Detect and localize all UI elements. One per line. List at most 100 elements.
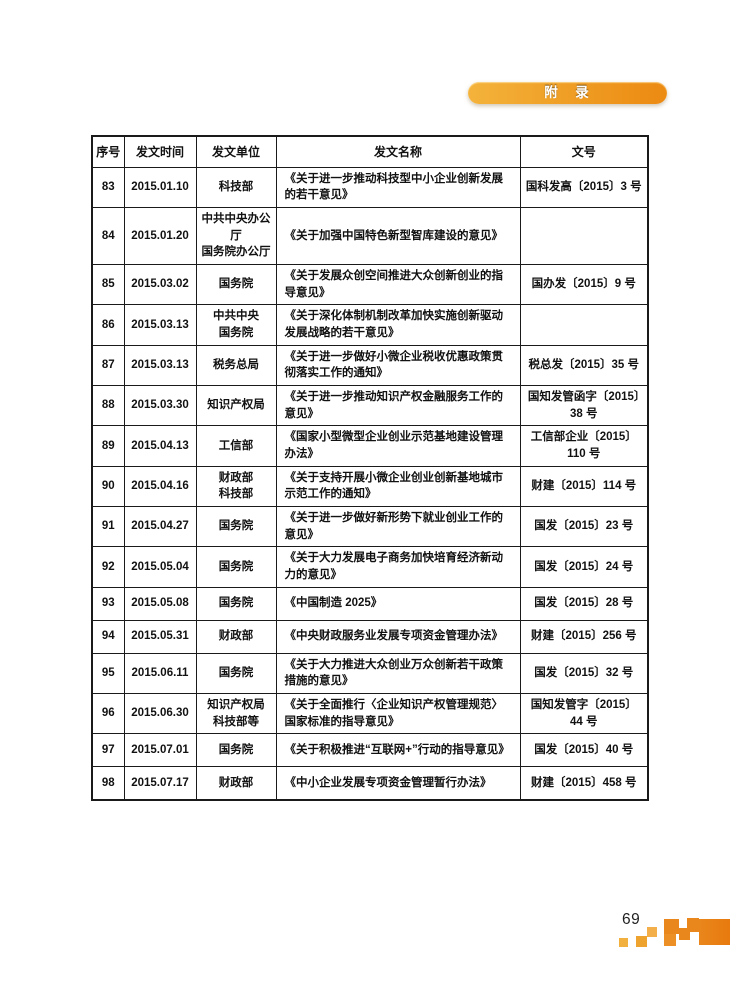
cell-unit: 中共中央办公厅 国务院办公厅	[195, 206, 277, 265]
cell-docno: 财建〔2015〕256 号	[519, 619, 649, 654]
table-row: 91 2015.04.27 国务院 《关于进一步做好新形势下就业创业工作的意见》…	[91, 505, 649, 548]
cell-unit: 知识产权局	[195, 384, 277, 427]
table-body: 83 2015.01.10 科技部 《关于进一步推动科技型中小企业创新发展的若干…	[91, 166, 649, 801]
table-row: 95 2015.06.11 国务院 《关于大力推进大众创业万众创新若干政策措施的…	[91, 652, 649, 694]
pixel-square	[647, 927, 657, 937]
cell-docno: 国知发管字〔2015〕44 号	[519, 692, 649, 735]
cell-name: 《关于大力推进大众创业万众创新若干政策措施的意见》	[275, 652, 521, 694]
cell-unit: 财政部	[195, 619, 277, 654]
cell-name: 《关于发展众创空间推进大众创新创业的指导意见》	[275, 263, 521, 306]
cell-docno: 国知发管函字〔2015〕38 号	[519, 384, 649, 427]
appendix-header-badge: 附 录	[468, 82, 667, 104]
cell-docno: 工信部企业〔2015〕110 号	[519, 425, 649, 467]
pixel-square	[664, 919, 679, 934]
cell-no: 88	[91, 384, 125, 427]
cell-docno: 国办发〔2015〕9 号	[519, 263, 649, 306]
table-row: 83 2015.01.10 科技部 《关于进一步推动科技型中小企业创新发展的若干…	[91, 166, 649, 208]
cell-name: 《关于进一步推动科技型中小企业创新发展的若干意见》	[275, 166, 521, 208]
cell-name: 《关于进一步推动知识产权金融服务工作的意见》	[275, 384, 521, 427]
header-name: 发文名称	[275, 135, 521, 168]
table-row: 96 2015.06.30 知识产权局 科技部等 《关于全面推行〈企业知识产权管…	[91, 692, 649, 735]
cell-unit: 财政部 科技部	[195, 465, 277, 507]
cell-name: 《关于进一步做好新形势下就业创业工作的意见》	[275, 505, 521, 548]
cell-unit: 国务院	[195, 505, 277, 548]
appendix-label: 附 录	[544, 85, 591, 101]
header-docno: 文号	[519, 135, 649, 168]
pixel-square	[664, 934, 676, 946]
cell-unit: 中共中央 国务院	[195, 304, 277, 346]
cell-unit: 税务总局	[195, 344, 277, 386]
table-row: 92 2015.05.04 国务院 《关于大力发展电子商务加快培育经济新动力的意…	[91, 546, 649, 588]
pixel-square	[636, 936, 647, 947]
table-header: 序号 发文时间 发文单位 发文名称 文号	[91, 135, 649, 168]
cell-unit: 国务院	[195, 733, 277, 768]
table-row: 87 2015.03.13 税务总局 《关于进一步做好小微企业税收优惠政策贯彻落…	[91, 344, 649, 386]
cell-docno: 国科发高〔2015〕3 号	[519, 166, 649, 208]
cell-no: 86	[91, 304, 125, 346]
cell-date: 2015.03.30	[123, 384, 197, 427]
pixel-square	[679, 928, 690, 940]
cell-docno: 国发〔2015〕40 号	[519, 733, 649, 768]
cell-unit: 科技部	[195, 166, 277, 208]
cell-no: 89	[91, 425, 125, 467]
cell-name: 《关于进一步做好小微企业税收优惠政策贯彻落实工作的通知》	[275, 344, 521, 386]
cell-date: 2015.01.20	[123, 206, 197, 265]
table-row: 94 2015.05.31 财政部 《中央财政服务业发展专项资金管理办法》 财建…	[91, 619, 649, 654]
cell-name: 《中小企业发展专项资金管理暂行办法》	[275, 766, 521, 801]
cell-unit: 财政部	[195, 766, 277, 801]
cell-docno: 财建〔2015〕458 号	[519, 766, 649, 801]
cell-docno: 财建〔2015〕114 号	[519, 465, 649, 507]
cell-date: 2015.01.10	[123, 166, 197, 208]
cell-no: 97	[91, 733, 125, 768]
cell-date: 2015.07.01	[123, 733, 197, 768]
header-unit: 发文单位	[195, 135, 277, 168]
cell-date: 2015.06.30	[123, 692, 197, 735]
cell-no: 92	[91, 546, 125, 588]
cell-no: 83	[91, 166, 125, 208]
cell-unit: 国务院	[195, 263, 277, 306]
cell-name: 《关于支持开展小微企业创业创新基地城市示范工作的通知》	[275, 465, 521, 507]
table-row: 90 2015.04.16 财政部 科技部 《关于支持开展小微企业创业创新基地城…	[91, 465, 649, 507]
page-number: 69	[622, 911, 641, 928]
cell-name: 《关于积极推进“互联网+”行动的指导意见》	[275, 733, 521, 768]
cell-docno: 国发〔2015〕24 号	[519, 546, 649, 588]
cell-no: 93	[91, 586, 125, 621]
cell-date: 2015.06.11	[123, 652, 197, 694]
cell-no: 96	[91, 692, 125, 735]
cell-date: 2015.04.16	[123, 465, 197, 507]
cell-unit: 国务院	[195, 652, 277, 694]
pixel-square	[687, 918, 699, 932]
cell-date: 2015.05.31	[123, 619, 197, 654]
cell-unit: 工信部	[195, 425, 277, 467]
cell-no: 84	[91, 206, 125, 265]
pixel-square	[699, 919, 730, 945]
cell-name: 《关于全面推行〈企业知识产权管理规范〉国家标准的指导意见》	[275, 692, 521, 735]
cell-date: 2015.04.13	[123, 425, 197, 467]
cell-date: 2015.04.27	[123, 505, 197, 548]
cell-name: 《中央财政服务业发展专项资金管理办法》	[275, 619, 521, 654]
cell-no: 94	[91, 619, 125, 654]
table-row: 86 2015.03.13 中共中央 国务院 《关于深化体制机制改革加快实施创新…	[91, 304, 649, 346]
table-row: 93 2015.05.08 国务院 《中国制造 2025》 国发〔2015〕28…	[91, 586, 649, 621]
cell-date: 2015.07.17	[123, 766, 197, 801]
cell-no: 85	[91, 263, 125, 306]
cell-docno: 国发〔2015〕23 号	[519, 505, 649, 548]
table-row: 98 2015.07.17 财政部 《中小企业发展专项资金管理暂行办法》 财建〔…	[91, 766, 649, 801]
cell-name: 《关于加强中国特色新型智库建设的意见》	[275, 206, 521, 265]
policy-documents-table: 序号 发文时间 发文单位 发文名称 文号 83 2015.01.10 科技部 《…	[91, 135, 649, 801]
cell-date: 2015.03.13	[123, 304, 197, 346]
table-row: 84 2015.01.20 中共中央办公厅 国务院办公厅 《关于加强中国特色新型…	[91, 206, 649, 265]
cell-no: 95	[91, 652, 125, 694]
table-row: 88 2015.03.30 知识产权局 《关于进一步推动知识产权金融服务工作的意…	[91, 384, 649, 427]
cell-docno: 税总发〔2015〕35 号	[519, 344, 649, 386]
cell-docno: 国发〔2015〕28 号	[519, 586, 649, 621]
table-row: 97 2015.07.01 国务院 《关于积极推进“互联网+”行动的指导意见》 …	[91, 733, 649, 768]
header-no: 序号	[91, 135, 125, 168]
cell-unit: 知识产权局 科技部等	[195, 692, 277, 735]
table-row: 85 2015.03.02 国务院 《关于发展众创空间推进大众创新创业的指导意见…	[91, 263, 649, 306]
cell-no: 98	[91, 766, 125, 801]
cell-no: 90	[91, 465, 125, 507]
cell-unit: 国务院	[195, 546, 277, 588]
cell-docno: 国发〔2015〕32 号	[519, 652, 649, 694]
cell-date: 2015.03.02	[123, 263, 197, 306]
